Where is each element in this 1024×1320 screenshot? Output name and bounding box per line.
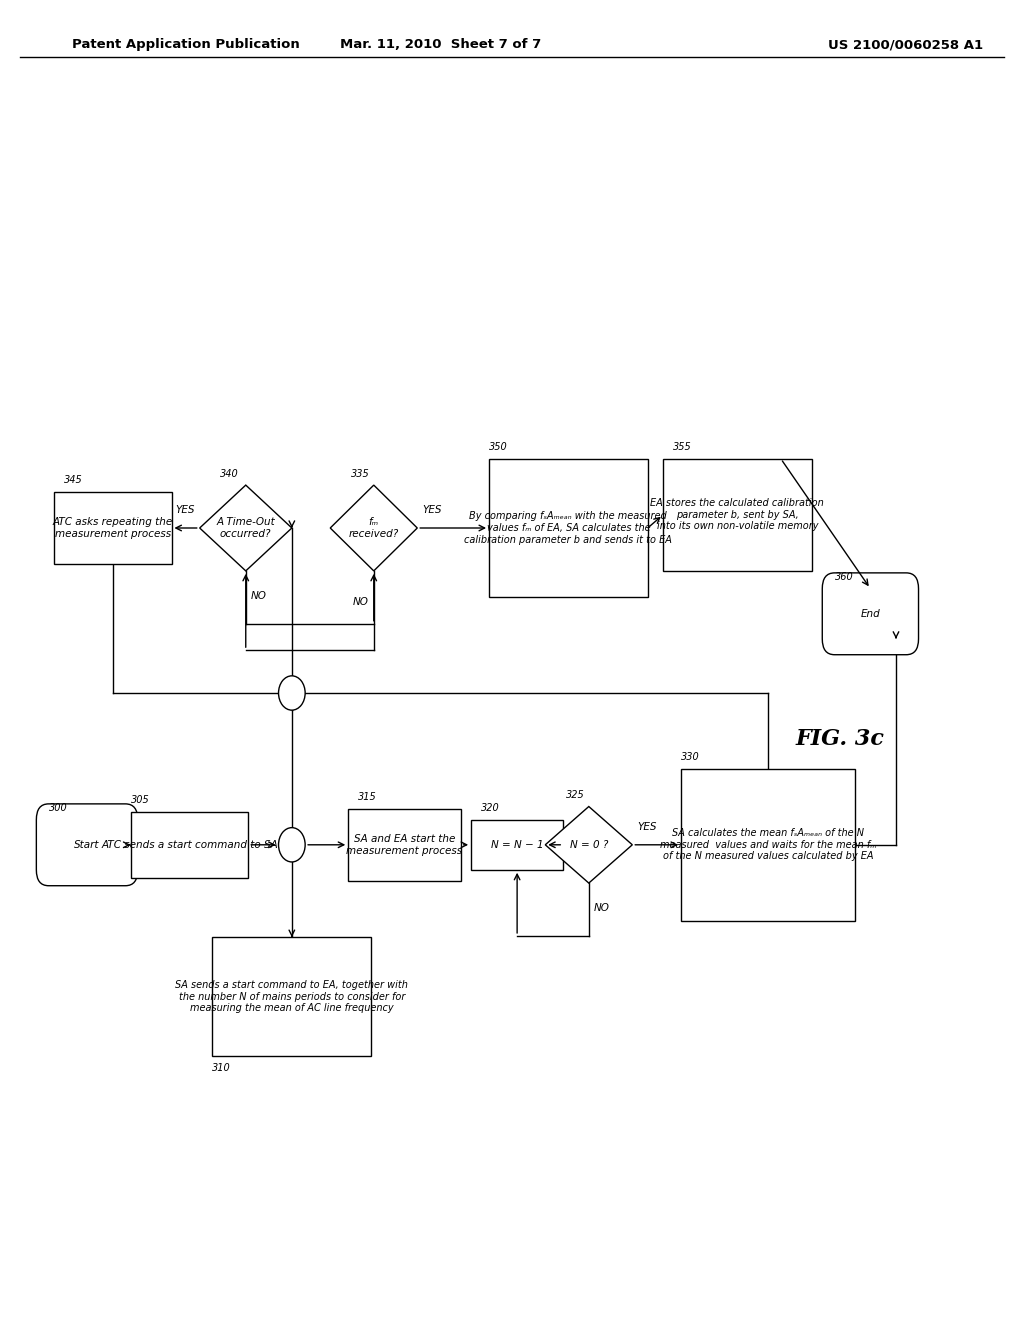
Text: 360: 360 bbox=[835, 572, 853, 582]
Bar bbox=[212, 937, 371, 1056]
Text: FIG. 3c: FIG. 3c bbox=[796, 729, 884, 750]
Text: 355: 355 bbox=[674, 442, 692, 451]
Polygon shape bbox=[545, 807, 632, 883]
Bar bbox=[681, 768, 855, 921]
Text: SA calculates the mean fₛAₘₑₐₙ of the N
measured  values and waits for the mean : SA calculates the mean fₛAₘₑₐₙ of the N … bbox=[659, 828, 877, 862]
Text: 350: 350 bbox=[489, 442, 508, 451]
Bar bbox=[489, 459, 648, 597]
Text: End: End bbox=[860, 609, 881, 619]
Text: NO: NO bbox=[251, 591, 267, 601]
Polygon shape bbox=[330, 486, 418, 570]
Text: EA stores the calculated calibration
parameter b, sent by SA,
into its own non-v: EA stores the calculated calibration par… bbox=[650, 498, 824, 532]
Text: Patent Application Publication: Patent Application Publication bbox=[72, 38, 299, 51]
Text: ATC asks repeating the
measurement process: ATC asks repeating the measurement proce… bbox=[52, 517, 173, 539]
Text: 325: 325 bbox=[565, 789, 585, 800]
Text: 310: 310 bbox=[212, 1063, 231, 1073]
Text: ATC sends a start command to SA: ATC sends a start command to SA bbox=[101, 840, 278, 850]
Circle shape bbox=[279, 828, 305, 862]
Text: 340: 340 bbox=[220, 469, 239, 479]
Bar bbox=[471, 820, 563, 870]
Text: 335: 335 bbox=[350, 469, 370, 479]
FancyBboxPatch shape bbox=[37, 804, 137, 886]
Text: Mar. 11, 2010  Sheet 7 of 7: Mar. 11, 2010 Sheet 7 of 7 bbox=[340, 38, 541, 51]
Text: YES: YES bbox=[175, 504, 195, 515]
Text: fₘ
received?: fₘ received? bbox=[348, 517, 399, 539]
Polygon shape bbox=[200, 486, 292, 570]
Text: US 2100/0060258 A1: US 2100/0060258 A1 bbox=[828, 38, 983, 51]
Text: Start: Start bbox=[75, 840, 99, 850]
Bar bbox=[131, 812, 248, 878]
Text: 305: 305 bbox=[131, 795, 150, 805]
Text: YES: YES bbox=[637, 821, 657, 832]
Text: 345: 345 bbox=[63, 475, 83, 486]
Bar bbox=[53, 491, 172, 565]
Text: NO: NO bbox=[594, 903, 610, 913]
Text: N = N − 1: N = N − 1 bbox=[490, 840, 544, 850]
Text: 330: 330 bbox=[681, 752, 699, 763]
Text: SA sends a start command to EA, together with
the number N of mains periods to c: SA sends a start command to EA, together… bbox=[175, 979, 409, 1014]
Text: 315: 315 bbox=[358, 792, 377, 801]
Text: 320: 320 bbox=[481, 803, 500, 813]
Text: SA and EA start the
measurement process: SA and EA start the measurement process bbox=[346, 834, 463, 855]
FancyBboxPatch shape bbox=[822, 573, 919, 655]
Text: By comparing fₛAₘₑₐₙ with the measured
values fₘ of EA, SA calculates the
calibr: By comparing fₛAₘₑₐₙ with the measured v… bbox=[464, 511, 673, 545]
Text: 300: 300 bbox=[49, 803, 68, 813]
Text: YES: YES bbox=[422, 504, 442, 515]
Bar bbox=[664, 459, 811, 570]
Text: NO: NO bbox=[352, 597, 369, 607]
Text: A Time-Out
occurred?: A Time-Out occurred? bbox=[216, 517, 275, 539]
Bar bbox=[348, 808, 461, 882]
Text: N = 0 ?: N = 0 ? bbox=[569, 840, 608, 850]
Circle shape bbox=[279, 676, 305, 710]
